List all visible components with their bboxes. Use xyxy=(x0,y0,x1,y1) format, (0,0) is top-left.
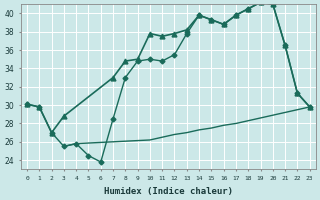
X-axis label: Humidex (Indice chaleur): Humidex (Indice chaleur) xyxy=(104,187,233,196)
